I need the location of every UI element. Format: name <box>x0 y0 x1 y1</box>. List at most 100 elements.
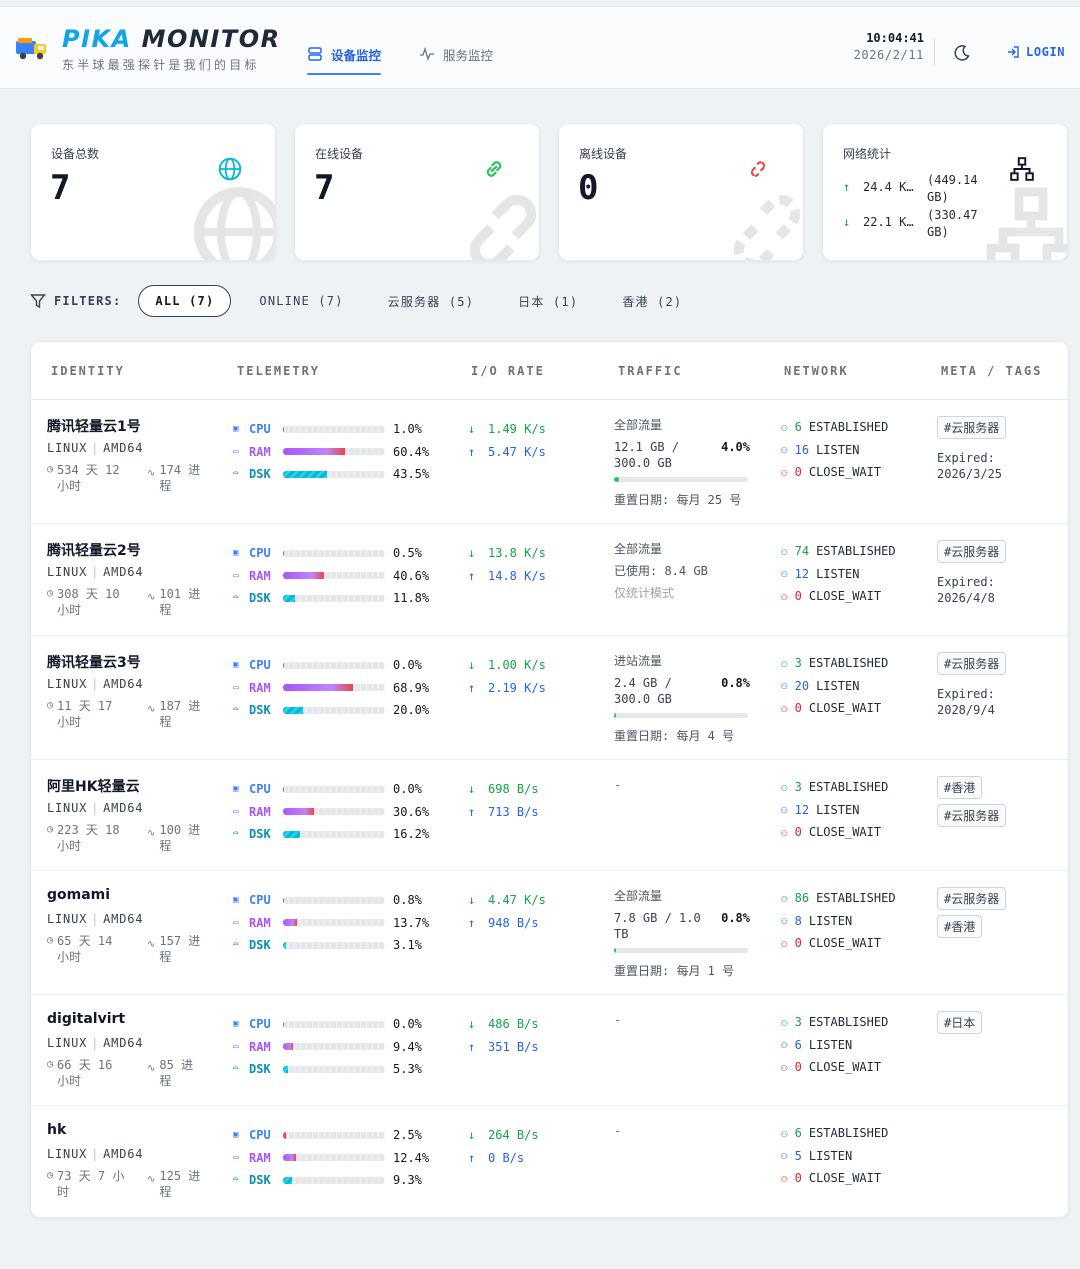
tag-badge[interactable]: #云服务器 <box>937 540 1007 563</box>
table-row[interactable]: digitalvirt LINUX | AMD64 ◷ 66 天 16 小时 ∿ 85 进程 ▣… <box>31 995 1068 1106</box>
download-value: 1.00 K/s <box>488 657 546 672</box>
tag-badge[interactable]: #云服务器 <box>937 887 1007 910</box>
ram-metric: ▭ RAM 60.4% <box>233 441 433 464</box>
listen-count: ⚇ 12 LISTEN <box>781 799 888 822</box>
login-label: LOGIN <box>1026 45 1066 59</box>
dsk-bar-fill <box>283 470 328 478</box>
cpu-metric: ▣ CPU 1.0% <box>233 418 433 441</box>
server-name[interactable]: 腾讯轻量云1号 <box>47 419 141 435</box>
traffic-usage: 7.8 GB / 1.0 TB <box>614 911 701 941</box>
traffic-value: 2.4 GB / 300.0 GB 0.8% <box>614 675 750 707</box>
tag-badge[interactable]: #云服务器 <box>937 804 1007 827</box>
ram-percent: 30.6% <box>393 804 430 819</box>
table-row[interactable]: 阿里HK轻量云 LINUX | AMD64 ◷ 223 天 18 小时 ∿ 100 进程 ▣ CP… <box>31 760 1068 871</box>
server-arch: AMD64 <box>103 1036 144 1050</box>
close-wait-count: ⚇ 0 CLOSE_WAIT <box>781 697 888 720</box>
traffic: 全部流量 已使用: 8.4 GB 仅统计模式 <box>614 541 750 601</box>
login-button[interactable]: LOGIN <box>1006 45 1065 59</box>
stat-card-online: 在线设备 7 <box>294 123 540 261</box>
cpu-bar <box>283 425 385 433</box>
arrow-down-icon: ↓ <box>468 1127 476 1142</box>
table-row[interactable]: gomami LINUX | AMD64 ◷ 65 天 14 小时 ∿ 157 进程 ▣ CPU 0… <box>31 871 1068 995</box>
listen-label: LISTEN <box>808 1148 853 1163</box>
server-name[interactable]: gomami <box>47 887 111 903</box>
network-node-icon: ⚇ <box>781 1171 788 1185</box>
upload-value: 14.8 K/s <box>488 568 546 583</box>
listen-value: 20 <box>794 678 810 693</box>
tag-badge[interactable]: #香港 <box>937 776 983 799</box>
tag-badge[interactable]: #云服务器 <box>937 652 1007 675</box>
tab-service-monitor[interactable]: 服务监控 <box>419 37 493 71</box>
server-name[interactable]: hk <box>47 1122 67 1138</box>
traffic-reset-date: 重置日期: 每月 4 号 <box>614 729 735 743</box>
ram-percent: 60.4% <box>393 444 430 459</box>
tag-badge[interactable]: #日本 <box>937 1011 983 1034</box>
stat-card-network: 网络统计 ↑ 24.4 K… (449.14 GB) ↓ 22.1 K… (33… <box>822 123 1068 261</box>
server-arch: AMD64 <box>103 441 144 455</box>
tab-label: 服务监控 <box>443 47 494 63</box>
moon-icon[interactable] <box>952 43 972 63</box>
memory-icon: ▭ <box>233 570 239 581</box>
stat-label: 离线设备 <box>579 147 628 161</box>
dsk-label: DSK <box>249 591 271 606</box>
listen-value: 12 <box>794 566 810 581</box>
col-traffic: TRAFFIC <box>618 364 683 378</box>
close-wait-label: CLOSE_WAIT <box>808 1060 882 1075</box>
link-icon <box>486 161 502 177</box>
server-processes: ∿ 174 进程 <box>147 462 203 494</box>
ram-bar-fill <box>283 572 325 580</box>
established-value: 86 <box>794 891 810 906</box>
stat-value: 7 <box>50 168 71 208</box>
filter-cloud[interactable]: 云服务器 (5) <box>387 294 475 309</box>
tag-badge[interactable]: #云服务器 <box>937 416 1007 439</box>
telemetry: ▣ CPU 0.0% ▭ RAM 68.9% ⌓ DSK 20.0% <box>233 654 433 722</box>
ram-metric: ▭ RAM 9.4% <box>233 1036 433 1059</box>
cpu-icon: ▣ <box>233 660 239 671</box>
table-row[interactable]: 腾讯轻量云1号 LINUX | AMD64 ◷ 534 天 12 小时 ∿ 174 进程 ▣ CP… <box>31 400 1068 524</box>
tag-badge[interactable]: #香港 <box>937 915 983 938</box>
tab-label: 设备监控 <box>331 47 382 63</box>
filter-japan[interactable]: 日本 (1) <box>518 294 579 309</box>
ram-label: RAM <box>249 568 271 583</box>
filter-hongkong[interactable]: 香港 (2) <box>622 294 683 309</box>
cpu-label: CPU <box>249 546 271 561</box>
brand-slogan: 东半球最强探针是我们的目标 <box>62 58 260 72</box>
table-row[interactable]: 腾讯轻量云2号 LINUX | AMD64 ◷ 308 天 10 小时 ∿ 101 进程 ▣ CP… <box>31 524 1068 636</box>
network-node-icon: ⚇ <box>781 914 788 928</box>
dsk-bar <box>283 594 385 602</box>
network-connections: ⚇ 3 ESTABLISHED ⚇ 20 LISTEN ⚇ 0 CLOSE_WAIT <box>781 652 888 720</box>
dsk-bar <box>283 1065 385 1073</box>
established-value: 6 <box>794 420 802 435</box>
io-rate: ↓ 4.47 K/s ↑ 948 B/s <box>468 888 546 934</box>
listen-count: ⚇ 6 LISTEN <box>781 1034 888 1057</box>
download-rate: ↓ 1.00 K/s <box>468 653 546 676</box>
close-wait-value: 0 <box>794 465 802 480</box>
ram-percent: 68.9% <box>393 680 430 695</box>
traffic-usage: 12.1 GB / 300.0 GB <box>614 440 680 470</box>
table-row[interactable]: hk LINUX | AMD64 ◷ 73 天 7 小时 ∿ 125 进程 ▣ CPU 2.5% ▭ R… <box>31 1106 1068 1217</box>
server-system: LINUX | AMD64 <box>47 1036 143 1050</box>
server-name[interactable]: digitalvirt <box>47 1011 126 1027</box>
server-os: LINUX <box>47 801 88 815</box>
server-name[interactable]: 腾讯轻量云2号 <box>47 543 141 559</box>
server-os: LINUX <box>47 441 88 455</box>
server-name[interactable]: 腾讯轻量云3号 <box>47 655 141 671</box>
filter-online[interactable]: ONLINE (7) <box>259 294 344 308</box>
tab-device-monitor[interactable]: 设备监控 <box>307 37 382 75</box>
filter-all[interactable]: ALL (7) <box>138 285 232 317</box>
uptime-text: 73 天 7 小时 <box>57 1169 125 1199</box>
cpu-metric: ▣ CPU 0.0% <box>233 1013 433 1036</box>
listen-value: 5 <box>794 1148 802 1163</box>
separator: | <box>91 565 100 579</box>
traffic-title: 进站流量 <box>614 654 663 668</box>
pulse-icon: ∿ <box>147 468 156 479</box>
arrow-up-icon: ↑ <box>468 680 476 695</box>
uptime-text: 223 天 18 小时 <box>57 823 120 853</box>
established-label: ESTABLISHED <box>808 656 889 671</box>
ram-bar-fill <box>283 1154 296 1162</box>
pulse-icon: ∿ <box>147 939 156 950</box>
meta-tags: #云服务器 Expired: 2026/4/8 <box>937 540 1057 606</box>
server-name[interactable]: 阿里HK轻量云 <box>47 779 140 795</box>
dsk-bar-fill <box>283 1065 289 1073</box>
table-row[interactable]: 腾讯轻量云3号 LINUX | AMD64 ◷ 11 天 17 小时 ∿ 187 进程 ▣ CPU… <box>31 636 1068 760</box>
